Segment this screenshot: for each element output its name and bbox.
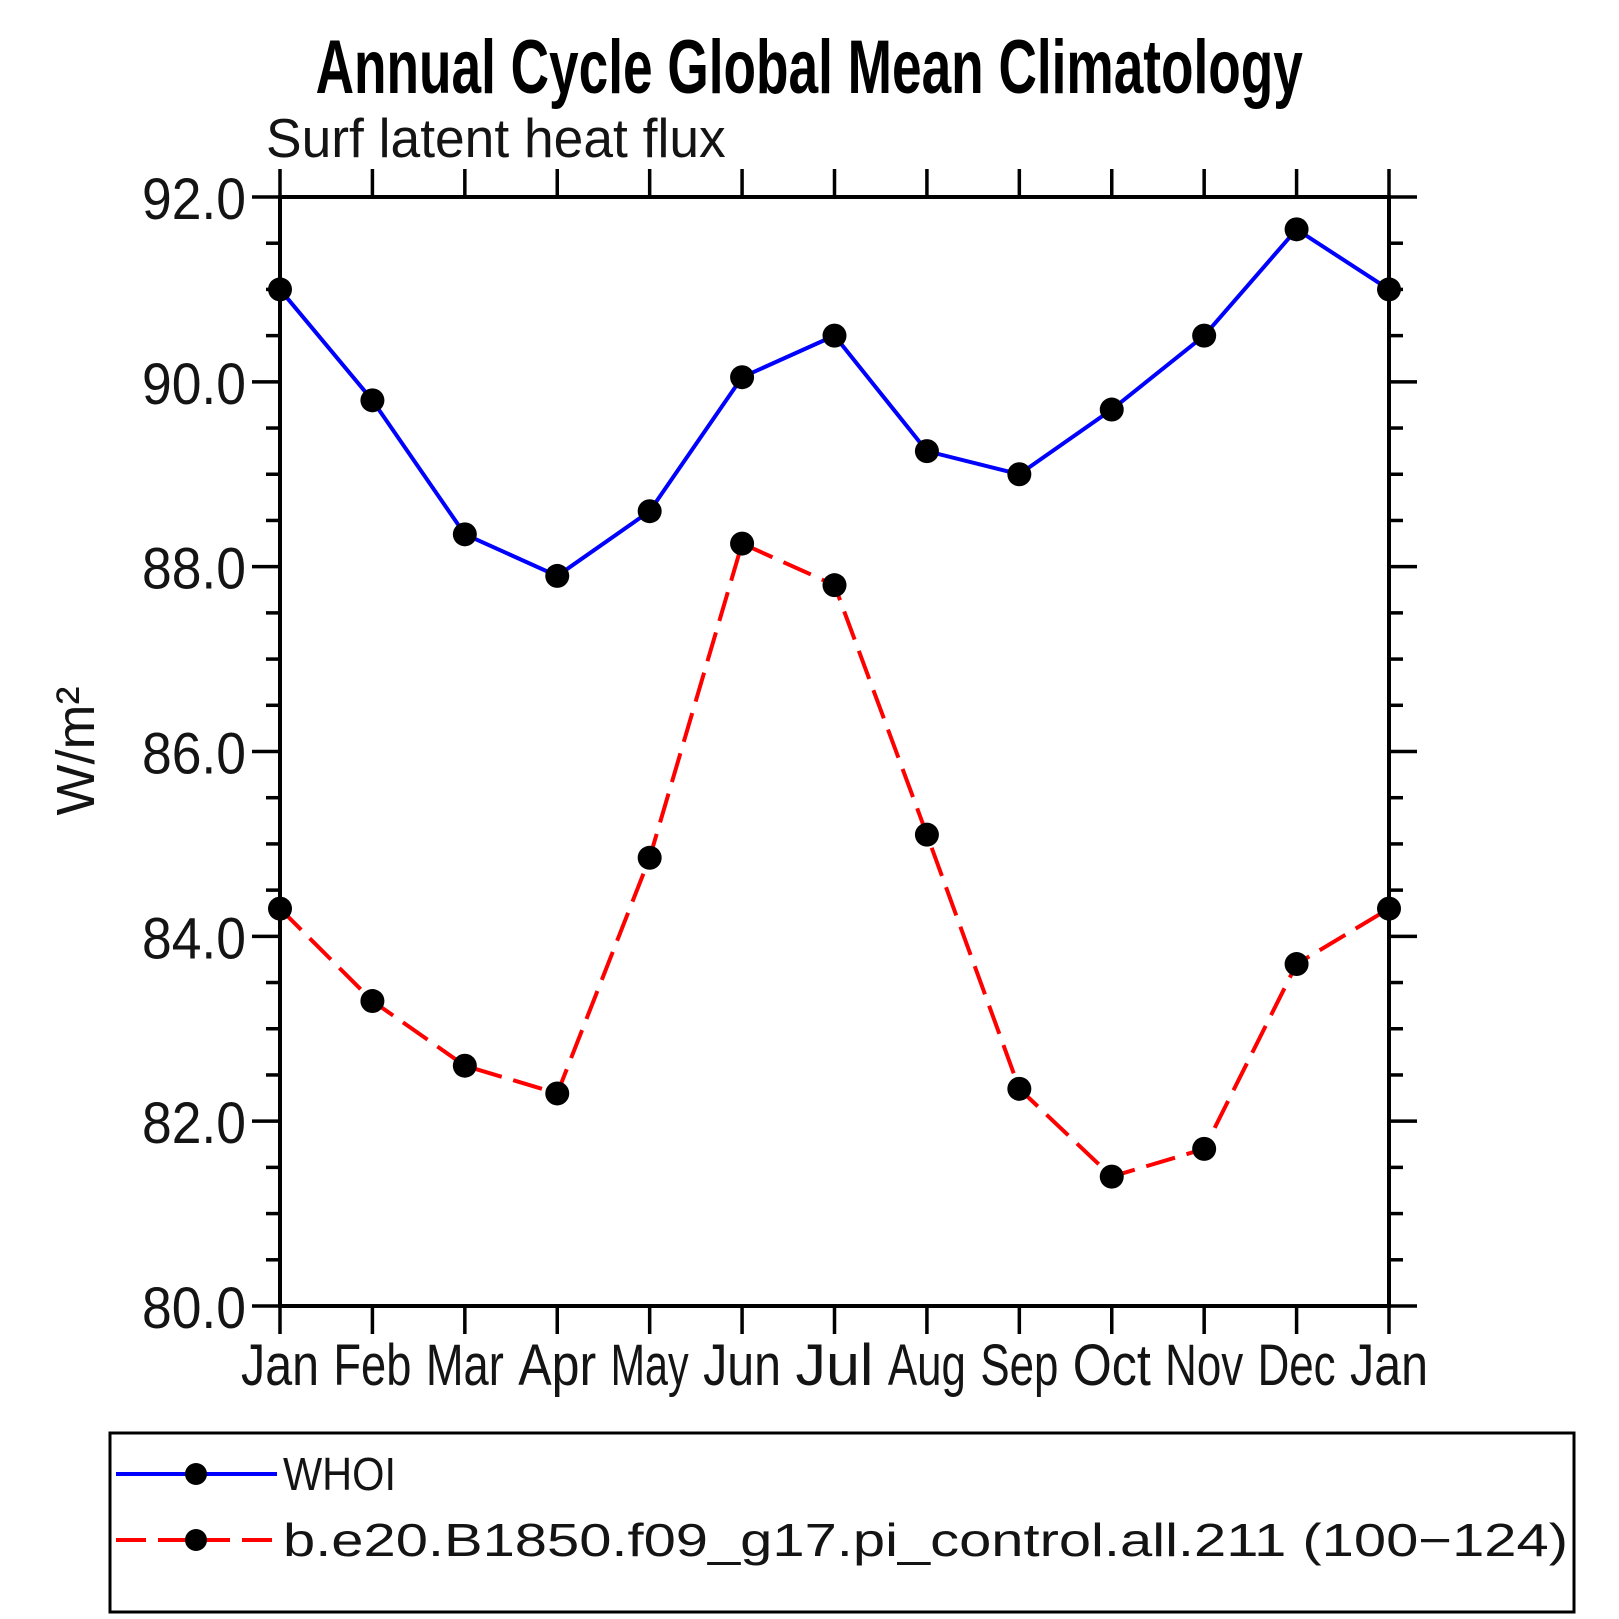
x-tick-label: Apr xyxy=(518,1333,596,1398)
series-0-marker xyxy=(637,499,662,524)
x-tick-label: Oct xyxy=(1073,1333,1151,1398)
series-1-marker xyxy=(822,573,847,598)
series-0-marker xyxy=(360,388,385,413)
series-1-marker xyxy=(1007,1076,1032,1101)
chart-subtitle: Surf latent heat flux xyxy=(266,107,726,169)
series-1-marker xyxy=(1284,952,1309,977)
series-0-marker xyxy=(1377,277,1401,302)
x-tick-label: Jan xyxy=(1350,1333,1428,1398)
chart-title: Annual Cycle Global Mean Climatology xyxy=(315,25,1304,110)
y-tick-label: 88.0 xyxy=(142,537,246,602)
series-1-marker xyxy=(545,1081,570,1106)
chart-title-row: Annual Cycle Global Mean Climatology xyxy=(0,24,1619,111)
series-0-marker xyxy=(452,522,477,547)
series-line-0 xyxy=(278,226,1391,579)
x-tick-label: Jul xyxy=(796,1333,874,1398)
axis-frame xyxy=(278,195,1391,1308)
series-line-1 xyxy=(278,540,1391,1179)
series-1-marker xyxy=(360,989,385,1014)
series-0-marker xyxy=(914,439,939,464)
legend-frame xyxy=(108,1431,1576,1614)
y-tick-label: 84.0 xyxy=(142,906,246,971)
series-0-marker xyxy=(1284,217,1309,242)
series-1-marker xyxy=(452,1053,477,1078)
series-0-marker xyxy=(545,563,570,588)
x-tick-label: Sep xyxy=(980,1333,1058,1398)
series-0-marker xyxy=(268,277,292,302)
series-0-marker xyxy=(1192,323,1217,348)
x-tick-label: Mar xyxy=(426,1333,504,1398)
y-tick-label: 92.0 xyxy=(142,167,246,232)
legend: WHOI b.e20.B1850.f09_g17.pi_control.all.… xyxy=(108,1431,1576,1614)
x-tick-label: Aug xyxy=(888,1333,966,1398)
x-tick-label: Jun xyxy=(703,1333,781,1398)
x-tick-label: Nov xyxy=(1165,1333,1243,1398)
legend-marker-dot xyxy=(185,1529,207,1551)
legend-marker-dot xyxy=(185,1463,207,1485)
series-0-marker xyxy=(730,365,755,390)
x-tick-label: Dec xyxy=(1258,1333,1336,1398)
series-0-marker xyxy=(1099,397,1124,422)
legend-label-model: b.e20.B1850.f09_g17.pi_control.all.211 (… xyxy=(283,1514,1568,1566)
x-tick-label: Feb xyxy=(333,1333,411,1398)
series-1-marker xyxy=(637,845,662,870)
series-1-marker xyxy=(914,822,939,847)
x-tick-label: May xyxy=(611,1333,689,1398)
series-1-marker xyxy=(730,531,755,556)
series-1-marker xyxy=(268,896,292,921)
series-1-marker xyxy=(1099,1164,1124,1189)
series-0-marker xyxy=(822,323,847,348)
series-0-marker xyxy=(1007,462,1032,487)
y-tick-label: 80.0 xyxy=(142,1276,246,1341)
y-tick-label: 82.0 xyxy=(142,1091,246,1156)
x-tick-label: Jan xyxy=(241,1333,319,1398)
series-1-marker xyxy=(1377,896,1401,921)
y-tick-label: 86.0 xyxy=(142,722,246,787)
legend-label-whoi: WHOI xyxy=(283,1448,396,1500)
y-tick-label: 90.0 xyxy=(142,352,246,417)
series-1-marker xyxy=(1192,1136,1217,1161)
